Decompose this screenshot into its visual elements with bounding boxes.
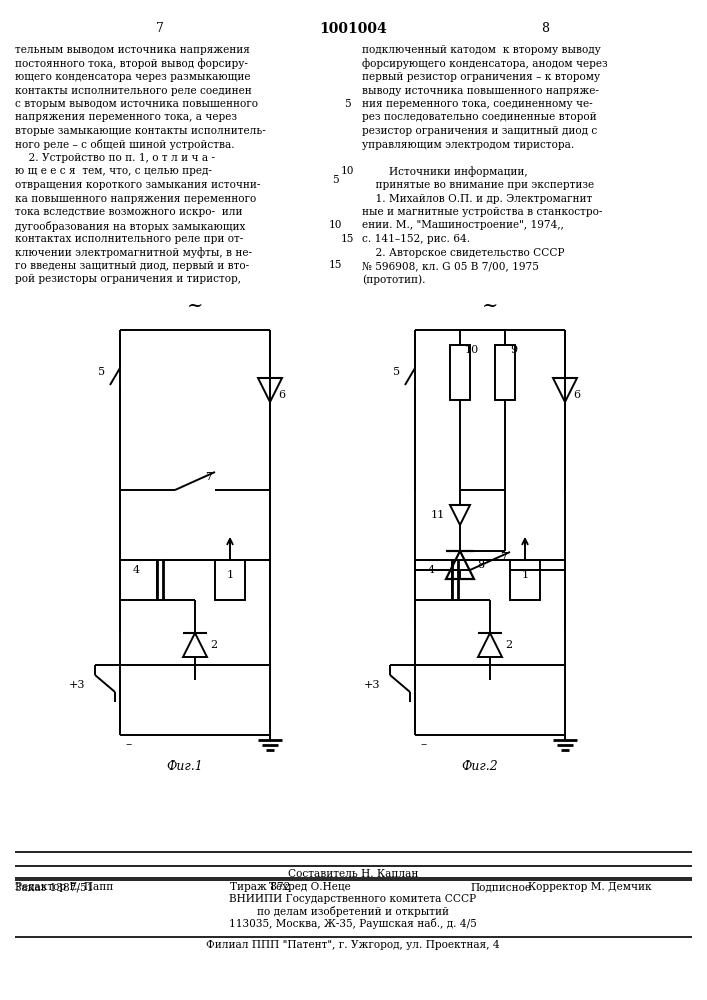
Text: ния переменного тока, соединенному че-: ния переменного тока, соединенному че- [362, 99, 592, 109]
Text: тока вследствие возможного искро-  или: тока вследствие возможного искро- или [15, 207, 243, 217]
Text: –: – [420, 738, 426, 751]
Text: (прототип).: (прототип). [362, 274, 426, 285]
Bar [450, 345, 470, 400]
Text: контактах исполнительного реле при от-: контактах исполнительного реле при от- [15, 234, 243, 244]
Bar [495, 345, 515, 400]
Text: 4: 4 [133, 565, 140, 575]
Text: 8: 8 [477, 560, 484, 570]
Text: 5: 5 [393, 367, 400, 377]
Text: 1: 1 [226, 570, 233, 580]
Text: –: – [125, 738, 132, 751]
Text: № 596908, кл. G 05 В 7/00, 1975: № 596908, кл. G 05 В 7/00, 1975 [362, 261, 539, 271]
Text: с вторым выводом источника повышенного: с вторым выводом источника повышенного [15, 99, 258, 109]
Text: 1001004: 1001004 [319, 22, 387, 36]
Text: напряжения переменного тока, а через: напряжения переменного тока, а через [15, 112, 237, 122]
Text: 9: 9 [510, 345, 517, 355]
Text: по делам изобретений и открытий: по делам изобретений и открытий [257, 906, 449, 917]
Text: 1: 1 [522, 570, 529, 580]
Text: Техред О.Неце: Техред О.Неце [269, 882, 351, 892]
Text: 113035, Москва, Ж-35, Раушская наб., д. 4/5: 113035, Москва, Ж-35, Раушская наб., д. … [229, 918, 477, 929]
Text: ные и магнитные устройства в станкостро-: ные и магнитные устройства в станкостро- [362, 207, 602, 217]
Text: тельным выводом источника напряжения: тельным выводом источника напряжения [15, 45, 250, 55]
Text: 7: 7 [500, 552, 507, 562]
Text: ~: ~ [187, 297, 203, 315]
Text: го введены защитный диод, первый и вто-: го введены защитный диод, первый и вто- [15, 261, 249, 271]
Text: Фиг.1: Фиг.1 [167, 760, 204, 773]
Text: 2: 2 [210, 640, 217, 650]
Text: 10: 10 [465, 345, 479, 355]
Text: 10: 10 [328, 220, 341, 230]
Text: 5: 5 [332, 175, 339, 185]
Text: выводу источника повышенного напряже-: выводу источника повышенного напряже- [362, 86, 599, 96]
Text: Составитель Н. Каплан: Составитель Н. Каплан [288, 869, 418, 879]
Text: рез последовательно соединенные второй: рез последовательно соединенные второй [362, 112, 597, 122]
Text: резистор ограничения и защитный диод с: резистор ограничения и защитный диод с [362, 126, 597, 136]
Text: 2. Устройство по п. 1, о т л и ч а -: 2. Устройство по п. 1, о т л и ч а - [15, 153, 215, 163]
Text: 10: 10 [340, 166, 354, 176]
Text: ющего конденсатора через размыкающие: ющего конденсатора через размыкающие [15, 72, 250, 82]
Text: 2. Авторское свидетельство СССР: 2. Авторское свидетельство СССР [362, 247, 564, 257]
Text: Подписное: Подписное [470, 882, 531, 892]
Text: Редактор Е. Папп: Редактор Е. Папп [15, 882, 113, 892]
Text: первый резистор ограничения – к второму: первый резистор ограничения – к второму [362, 72, 600, 82]
Text: +3: +3 [363, 680, 380, 690]
Text: 8: 8 [541, 22, 549, 35]
Bar [510, 560, 540, 600]
Text: 6: 6 [278, 390, 285, 400]
Text: ю щ е е с я  тем, что, с целью пред-: ю щ е е с я тем, что, с целью пред- [15, 166, 212, 176]
Text: Филиал ППП "Патент", г. Ужгород, ул. Проектная, 4: Филиал ППП "Патент", г. Ужгород, ул. Про… [206, 940, 500, 950]
Text: дугообразования на вторых замыкающих: дугообразования на вторых замыкающих [15, 221, 245, 232]
Text: 6: 6 [573, 390, 580, 400]
Text: ~: ~ [481, 297, 498, 315]
Text: Источники информации,: Источники информации, [362, 166, 527, 177]
Text: ВНИИПИ Государственного комитета СССР: ВНИИПИ Государственного комитета СССР [230, 894, 477, 904]
Text: подключенный катодом  к второму выводу: подключенный катодом к второму выводу [362, 45, 601, 55]
Text: 1. Михайлов О.П. и др. Электромагнит: 1. Михайлов О.П. и др. Электромагнит [362, 194, 592, 204]
Text: вторые замыкающие контакты исполнитель-: вторые замыкающие контакты исполнитель- [15, 126, 266, 136]
Text: отвращения короткого замыкания источни-: отвращения короткого замыкания источни- [15, 180, 260, 190]
Text: 5: 5 [98, 367, 105, 377]
Text: 4: 4 [428, 565, 435, 575]
Text: 15: 15 [328, 260, 341, 270]
Text: контакты исполнительного реле соединен: контакты исполнительного реле соединен [15, 86, 252, 96]
Bar [215, 560, 245, 600]
Text: ка повышенного напряжения переменного: ка повышенного напряжения переменного [15, 194, 256, 204]
Text: ного реле – с общей шиной устройства.: ного реле – с общей шиной устройства. [15, 139, 235, 150]
Text: Корректор М. Демчик: Корректор М. Демчик [528, 882, 652, 892]
Text: 2: 2 [505, 640, 512, 650]
Text: ключении электромагнитной муфты, в не-: ключении электромагнитной муфты, в не- [15, 247, 252, 258]
Text: Заказ 1387/51: Заказ 1387/51 [15, 882, 93, 892]
Text: управляющим электродом тиристора.: управляющим электродом тиристора. [362, 139, 574, 149]
Text: Фиг.2: Фиг.2 [462, 760, 498, 773]
Text: +3: +3 [69, 680, 85, 690]
Text: постоянного тока, второй вывод форсиру-: постоянного тока, второй вывод форсиру- [15, 58, 248, 69]
Text: форсирующего конденсатора, анодом через: форсирующего конденсатора, анодом через [362, 58, 607, 69]
Text: 15: 15 [340, 234, 354, 244]
Text: Тираж 872: Тираж 872 [230, 882, 291, 892]
Text: 5: 5 [344, 99, 350, 109]
Text: 11: 11 [431, 510, 445, 520]
Text: рой резисторы ограничения и тиристор,: рой резисторы ограничения и тиристор, [15, 274, 241, 284]
Text: 7: 7 [205, 472, 212, 482]
Text: ении. М., "Машиностроение", 1974,,: ении. М., "Машиностроение", 1974,, [362, 221, 564, 231]
Text: 7: 7 [156, 22, 164, 35]
Text: принятые во внимание при экспертизе: принятые во внимание при экспертизе [362, 180, 594, 190]
Text: с. 141–152, рис. 64.: с. 141–152, рис. 64. [362, 234, 470, 244]
